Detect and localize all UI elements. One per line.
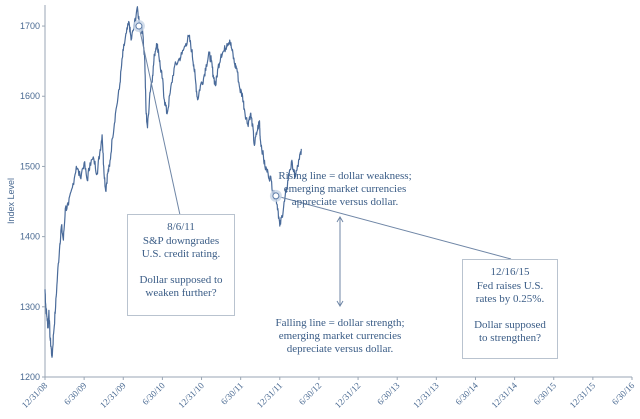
y-tick-label: 1700 <box>20 21 40 31</box>
rising-note-line-1: Rising line = dollar weakness; <box>278 170 412 182</box>
downgrade-connector <box>138 25 181 216</box>
y-tick-label: 1600 <box>20 91 40 101</box>
rising-note-line-3: appreciate versus dollar. <box>291 196 399 209</box>
index-line <box>44 6 302 358</box>
x-tick-label: 6/30/11 <box>219 380 245 406</box>
fed-hike-line-4: Dollar supposed <box>474 318 546 331</box>
downgrade-line-2: S&P downgrades <box>142 234 220 247</box>
falling-line-note: Falling line = dollar strength; emerging… <box>250 317 430 357</box>
x-tick-label: 6/30/10 <box>140 380 167 407</box>
x-tick-label: 6/30/15 <box>532 380 559 407</box>
event-box-fed-hike: 12/16/15 Fed raises U.S. rates by 0.25%.… <box>462 259 558 359</box>
x-tick-label: 12/31/12 <box>333 380 363 410</box>
x-tick-label: 6/30/12 <box>297 380 324 407</box>
downgrade-line-4: Dollar supposed to <box>139 273 223 286</box>
y-tick-label: 1300 <box>20 302 40 312</box>
x-axis-ticks: 12/31/08 6/30/09 12/31/09 6/30/10 12/31/10 6/… <box>20 377 637 410</box>
x-tick-label: 12/31/08 <box>20 380 50 410</box>
downgrade-date: 8/6/11 <box>167 221 195 233</box>
x-tick-label: 12/31/11 <box>255 380 284 409</box>
fed-hike-line-5: to strengthen? <box>478 332 541 344</box>
x-tick-label: 12/31/13 <box>411 380 441 410</box>
fed-hike-connector <box>275 195 512 260</box>
event-box-downgrade: 8/6/11 S&P downgrades U.S. credit rating… <box>127 214 235 316</box>
x-tick-label: 6/30/14 <box>453 380 480 407</box>
y-axis-label: Index Level <box>6 177 16 224</box>
series-group <box>44 6 302 358</box>
highlight-point <box>135 22 143 30</box>
fed-hike-line-3: rates by 0.25%. <box>475 293 545 305</box>
arrow-head-up <box>336 216 344 223</box>
x-tick-label: 12/31/10 <box>176 380 206 410</box>
x-tick-label: 12/31/15 <box>568 380 598 410</box>
rising-note-line-2: emerging market currencies <box>283 183 407 196</box>
chart-axes <box>44 5 632 378</box>
arrow-head-down <box>336 300 344 307</box>
x-tick-label: 12/31/14 <box>489 380 519 410</box>
event-highlights <box>132 20 282 202</box>
annotation-connectors <box>138 25 512 307</box>
y-tick-label: 1400 <box>20 232 40 242</box>
y-axis-ticks: 1200 1300 1400 1500 1600 1700 <box>20 21 45 382</box>
highlight-point <box>272 192 280 200</box>
fed-hike-date: 12/16/15 <box>490 266 530 278</box>
falling-note-line-3: depreciate versus dollar. <box>286 343 394 356</box>
falling-note-line-2: emerging market currencies <box>278 330 402 343</box>
downgrade-line-5: weaken further? <box>145 287 217 299</box>
x-tick-label: 6/30/16 <box>610 380 637 407</box>
x-tick-label: 12/31/09 <box>98 380 128 410</box>
fed-hike-line-2: Fed raises U.S. <box>476 279 544 292</box>
downgrade-line-3: U.S. credit rating. <box>141 248 221 260</box>
falling-note-line-1: Falling line = dollar strength; <box>275 317 405 329</box>
rising-line-note: Rising line = dollar weakness; emerging … <box>255 170 435 210</box>
y-tick-label: 1500 <box>20 161 40 171</box>
x-tick-label: 6/30/13 <box>375 380 402 407</box>
x-tick-label: 6/30/09 <box>62 380 89 407</box>
y-tick-label: 1200 <box>20 372 40 382</box>
